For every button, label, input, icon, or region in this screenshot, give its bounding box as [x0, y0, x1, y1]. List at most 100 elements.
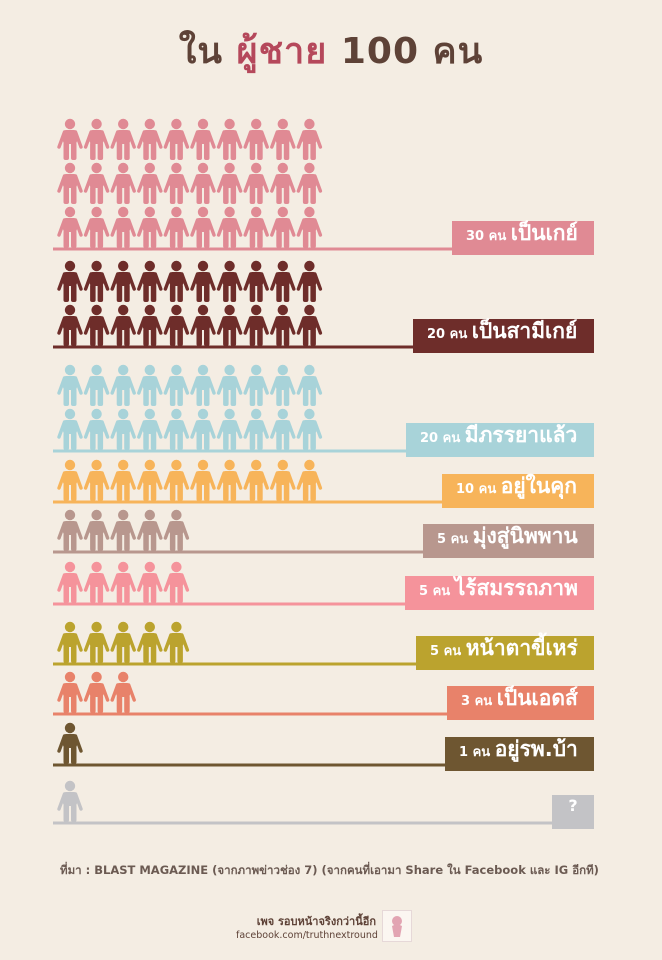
person-icon: [270, 459, 296, 501]
series-category-label: ไร้สมรรถภาพ: [453, 575, 578, 600]
series-label-box: [445, 737, 594, 771]
series-label: ?: [568, 796, 577, 815]
series-label: 5 คน ไร้สมรรถภาพ: [419, 575, 578, 600]
person-icon: [57, 780, 83, 822]
person-icon: [110, 621, 136, 663]
series-label: 3 คน เป็นเอดส์: [461, 684, 578, 710]
series-label: 30 คน เป็นเกย์: [466, 219, 578, 245]
series-category-label: มุ่งสู่นิพพาน: [473, 524, 579, 550]
person-icon: [57, 206, 83, 248]
series-count-label: 3 คน: [461, 694, 497, 709]
person-icon: [243, 162, 269, 204]
page-logo: [382, 910, 412, 942]
person-icon: [83, 621, 110, 663]
person-icon: [110, 561, 136, 603]
person-icon: [137, 509, 163, 551]
series-label-box: [452, 221, 594, 255]
title-suffix: 100 คน: [340, 31, 484, 72]
person-icon: [190, 364, 216, 406]
person-icon: [216, 364, 243, 406]
person-icon: [137, 364, 163, 406]
person-icon: [243, 459, 269, 501]
series-label-box: [423, 524, 594, 558]
person-icon: [110, 118, 136, 160]
person-icon: [110, 260, 136, 302]
person-icon: [83, 206, 110, 248]
person-icon: [163, 162, 190, 204]
series-label-box: [447, 686, 594, 720]
person-icon: [216, 304, 243, 346]
person-icon: [83, 260, 110, 302]
person-icon: [296, 304, 323, 346]
person-icon: [57, 509, 83, 551]
person-icon: [137, 459, 163, 501]
person-icon: [83, 561, 110, 603]
person-icon: [270, 364, 296, 406]
series-count-label: 5 คน: [437, 532, 473, 547]
page-credit: เพจ รอบหน้าจริงกว่านี้อีก facebook.com/t…: [236, 912, 378, 941]
person-icon: [270, 118, 296, 160]
person-icon: [163, 364, 190, 406]
person-icon: [216, 459, 243, 501]
person-icon: [296, 118, 323, 160]
person-icon: [216, 118, 243, 160]
person-icon: [216, 260, 243, 302]
series-label: 20 คน มีภรรยาแล้ว: [420, 423, 577, 447]
person-icon: [190, 459, 216, 501]
person-icon: [110, 206, 136, 248]
person-icon: [243, 364, 269, 406]
person-icon: [163, 561, 190, 603]
person-icon: [163, 118, 190, 160]
person-icon: [243, 408, 269, 450]
person-icon: [137, 162, 163, 204]
person-icon: [163, 304, 190, 346]
person-icon: [57, 304, 83, 346]
series-category-label: มีภรรยาแล้ว: [465, 423, 578, 447]
person-icon: [243, 118, 269, 160]
series-label-box: [552, 795, 594, 829]
person-icon: [296, 162, 323, 204]
person-icon: [243, 260, 269, 302]
series-count-label: 20 คน: [420, 431, 465, 446]
series-count-label: 1 คน: [459, 745, 495, 760]
person-icon: [163, 408, 190, 450]
person-icon: [137, 408, 163, 450]
series-label-box: [406, 423, 594, 457]
person-icon: [110, 671, 136, 713]
person-icon: [163, 621, 190, 663]
person-icon: [57, 118, 83, 160]
person-icon: [57, 722, 83, 764]
person-icon: [296, 364, 323, 406]
person-icon: [83, 304, 110, 346]
person-icon: [270, 162, 296, 204]
series-category-label: เป็นเกย์: [511, 219, 578, 245]
series-category-label: ?: [568, 796, 577, 815]
person-icon: [137, 118, 163, 160]
person-icon: [190, 304, 216, 346]
person-icon: [270, 206, 296, 248]
person-icon: [57, 162, 83, 204]
person-icon: [296, 459, 323, 501]
person-icon: [243, 304, 269, 346]
title-prefix: ใน: [178, 31, 223, 72]
person-icon: [190, 162, 216, 204]
person-icon: [83, 509, 110, 551]
series-label-box: [405, 576, 594, 610]
series-label-box: [442, 474, 594, 508]
person-icon: [243, 206, 269, 248]
series-label-box: [416, 636, 594, 670]
series-count-label: 5 คน: [430, 644, 466, 659]
person-icon: [137, 561, 163, 603]
person-icon: [163, 260, 190, 302]
person-icon: [137, 304, 163, 346]
series-label: 10 คน อยู่ในคุก: [456, 473, 577, 500]
series-category-label: เป็นเอดส์: [497, 684, 578, 710]
series-category-label: อยู่รพ.บ้า: [495, 737, 578, 763]
source-note: ที่มา : BLAST MAGAZINE (จากภาพข่าวช่อง 7…: [60, 863, 599, 877]
person-icon: [163, 509, 190, 551]
person-icon: [190, 408, 216, 450]
person-icon: [57, 621, 83, 663]
person-icon: [296, 260, 323, 302]
person-icon: [216, 408, 243, 450]
